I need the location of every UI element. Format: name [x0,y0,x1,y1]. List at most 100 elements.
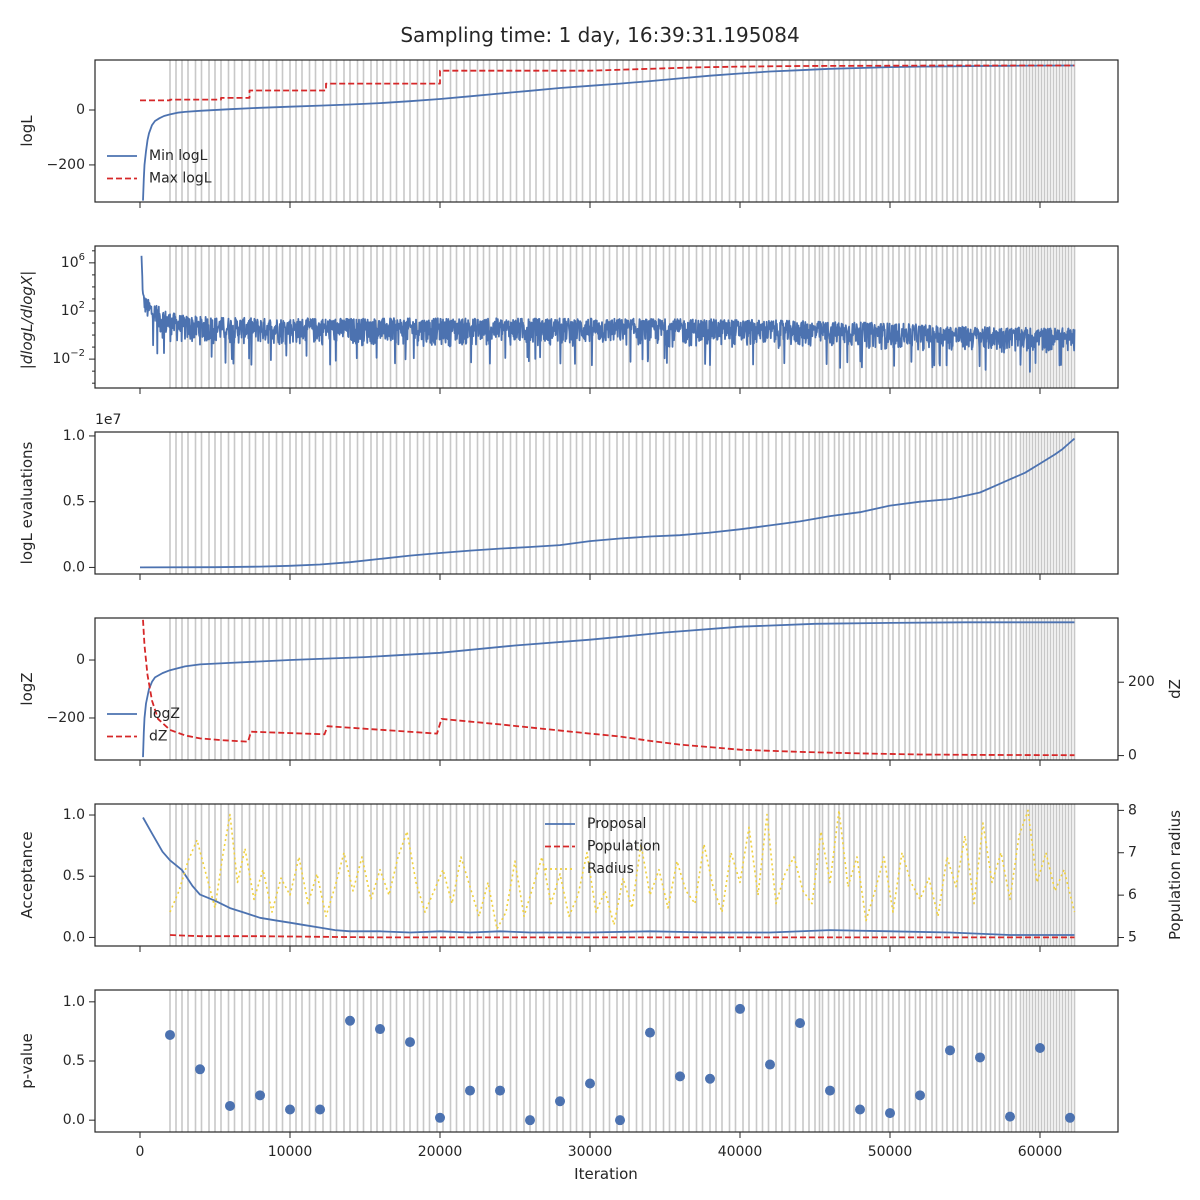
panel-3-y-tick-label: 1.0 [63,428,85,444]
panel-4-series-logz [142,621,1075,758]
panel-6-y-tick-label: 0.5 [63,1053,85,1069]
panel-2-insertion-lines [169,246,1076,388]
pvalue-point [975,1052,985,1063]
panel-3-y-axis-label: logL evaluations [18,441,36,564]
panel-4-legend: logZ dZ [107,706,180,745]
panel-5-y-tick-label: 1.0 [63,807,85,823]
panel-4-y-tick-label: 0 [76,652,85,668]
x-tick-label: 40000 [718,1144,763,1160]
panel-1-frame [94,59,1119,203]
pvalue-point [345,1015,355,1026]
panel-4-y-tick-label: −200 [47,710,85,726]
x-tick-label: 30000 [568,1144,613,1160]
pvalue-point [315,1104,325,1115]
panel-6-y-tick-label: 0.0 [63,1112,85,1128]
legend-label: Max logL [149,171,212,187]
pvalue-point [885,1108,895,1119]
panel-4-y-axis-label: logZ [18,672,36,705]
panel-5-plot-area [142,804,1076,946]
pvalue-point [825,1085,835,1096]
pvalue-point [945,1045,955,1056]
y-right-tick-label: 6 [1128,887,1137,903]
panel-1: 0 −200 logL Min logL Max logL [18,59,1119,208]
panel-1-y-tick-label: 0 [76,102,85,118]
panel-2-series-1 [140,255,1076,373]
panel-2: 106 102 10−2 |dlogL/dlogX| [18,245,1119,394]
y-right-tick-label: 7 [1128,845,1137,861]
pvalue-point [1005,1111,1015,1122]
pvalue-point [465,1085,475,1096]
panel-2-y-tick-label: 102 [61,300,85,319]
pvalue-point [735,1003,745,1014]
pvalue-point [675,1071,685,1082]
legend-label: Radius [587,861,634,877]
pvalue-point [765,1059,775,1070]
pvalue-point [375,1024,385,1035]
y-right-tick-label: 200 [1128,674,1155,690]
pvalue-point [645,1027,655,1038]
x-tick-label: 10000 [268,1144,313,1160]
panel-6: 0 10000 20000 30000 40000 50000 60000 1.0 0.5 0.0… [18,989,1119,1160]
panel-1-y-axis-label: logL [18,115,36,147]
pvalue-point [255,1090,265,1101]
panel-3-insertion-lines [169,432,1076,574]
panel-3-plot-area [139,432,1076,574]
pvalue-point [585,1078,595,1089]
legend-label: Proposal [587,816,646,832]
pvalue-point [1035,1042,1045,1053]
x-axis-label: Iteration [574,1165,638,1183]
panel-5-y-axis-label: Acceptance [18,831,36,918]
legend-label: dZ [149,729,167,745]
panel-1-series-min-logl [142,64,1075,201]
pvalue-point [525,1115,535,1126]
panel-5-right-axis-label: Population radius [1166,810,1184,940]
panel-4-series-dz [142,619,1075,757]
panel-5-y-tick-label: 0.0 [63,929,85,945]
panel-6-y-axis-label: p-value [18,1033,36,1089]
pvalue-point [435,1112,445,1123]
panel-5-legend: Proposal Population Radius [545,816,661,877]
panel-5-series-radius [169,809,1076,930]
panel-1-legend: Min logL Max logL [107,148,212,187]
x-tick-label: 60000 [1018,1144,1063,1160]
pvalue-point [495,1085,505,1096]
panel-4-plot-area [142,618,1076,760]
legend-label: Population [587,839,661,855]
panel-6-y-tick-label: 1.0 [63,994,85,1010]
panel-3-series-1 [139,437,1076,569]
panel-2-y-tick-label: 106 [61,252,85,271]
pvalue-point [165,1029,175,1040]
pvalue-point [225,1100,235,1111]
panel-5-series-proposal [142,817,1075,936]
panel-3: 1.0 0.5 0.0 logL evaluations 1e7 [18,412,1119,580]
pvalue-point [195,1064,205,1075]
pvalue-point [615,1115,625,1126]
panel-1-insertion-lines [169,60,1076,202]
pvalue-point [285,1104,295,1115]
panel-stack: 0 −200 logL Min logL Max logL 106 102 10−2 |dlog… [18,59,1184,1160]
panel-4-insertion-lines [169,618,1076,760]
x-tick-label: 0 [136,1144,145,1160]
x-tick-label: 20000 [418,1144,463,1160]
y-right-tick-label: 5 [1128,930,1137,946]
panel-1-series-max-logl [140,64,1075,102]
panel-4-right-axis-label: dZ [1166,679,1184,699]
pvalue-point [795,1018,805,1029]
panel-2-y-axis-label: |dlogL/dlogX| [18,271,36,370]
y-right-tick-label: 8 [1128,802,1137,818]
pvalue-point [855,1104,865,1115]
panel-2-plot-area [140,246,1076,388]
panel-5-series-population [169,934,1075,939]
y-right-tick-label: 0 [1128,748,1137,764]
panel-1-y-tick-label: −200 [47,157,85,173]
panel-4: 0 −200 200 0 dZ logZ logZ dZ [18,617,1184,766]
panel-6-plot-area [165,990,1076,1132]
legend-label: logZ [149,706,180,722]
figure-title: Sampling time: 1 day, 16:39:31.195084 [400,23,799,47]
panel-6-series-1 [165,1003,1075,1126]
panel-6-insertion-lines [169,990,1076,1132]
panel-4-frame [94,617,1119,761]
panel-1-plot-area [140,60,1076,202]
pvalue-point [705,1073,715,1084]
